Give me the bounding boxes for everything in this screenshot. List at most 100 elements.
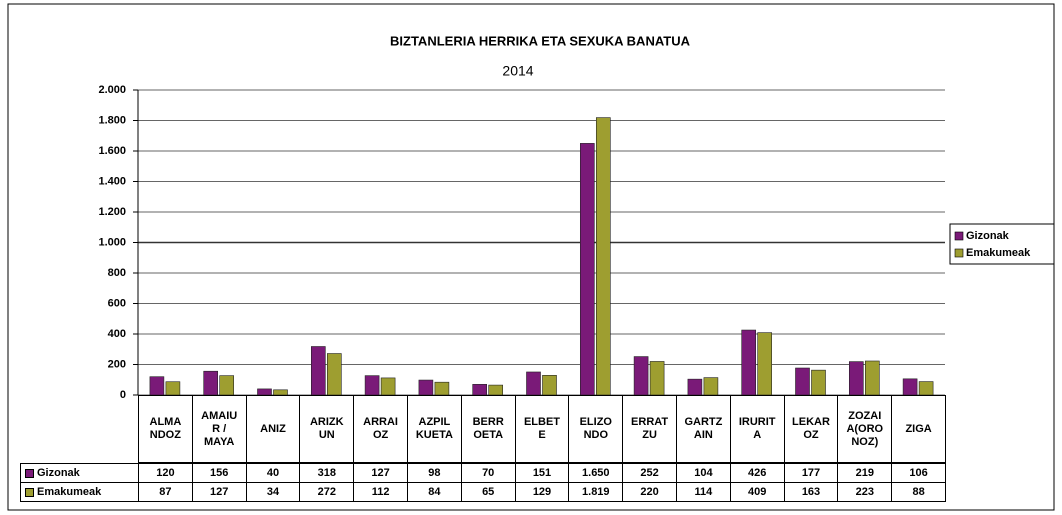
category-cell-text: AZPIL KUETA	[415, 416, 453, 441]
y-tick-label: 600	[108, 297, 126, 309]
category-cell: BERR OETA	[460, 395, 516, 463]
row-label: Gizonak	[20, 463, 139, 483]
bar	[848, 361, 864, 396]
data-cell: 88	[891, 482, 946, 502]
category-cell: AZPIL KUETA	[407, 395, 462, 463]
bar	[595, 117, 611, 396]
bar	[795, 367, 810, 396]
data-cell-text: 1.819	[582, 485, 610, 498]
data-cell-text: 1.650	[582, 466, 610, 479]
bar	[703, 377, 719, 396]
data-cell-text: 70	[482, 466, 495, 479]
legend-label: Emakumeak	[966, 247, 1031, 259]
data-cell: 156	[191, 463, 247, 483]
category-cell-text: ARRAI OZ	[363, 416, 398, 441]
bar	[579, 143, 595, 396]
data-cell-text: 177	[801, 466, 821, 479]
data-cell: 1.650	[568, 463, 624, 483]
data-cell: 40	[245, 463, 301, 483]
data-cell: 177	[783, 463, 839, 483]
data-cell-text: 223	[855, 485, 874, 498]
chart-subtitle: 2014	[502, 63, 533, 79]
data-cell: 272	[299, 482, 355, 502]
bar	[326, 353, 342, 396]
legend-swatch	[25, 468, 34, 478]
category-cell-text: ELBET E	[523, 416, 561, 441]
bar	[864, 360, 880, 396]
data-cell: 34	[245, 482, 301, 502]
y-tick-label: 200	[108, 358, 126, 370]
data-cell-text: 98	[428, 466, 441, 479]
category-cell-text: LEKAR OZ	[792, 416, 830, 441]
data-cell: 84	[407, 482, 462, 502]
data-cell-text: 151	[532, 466, 552, 479]
bar	[811, 369, 826, 396]
data-cell-text: 409	[748, 485, 767, 498]
bar	[434, 381, 450, 396]
category-cell: ELIZO NDO	[568, 395, 624, 463]
y-tick-label: 1.200	[98, 206, 126, 218]
legend-label: Gizonak	[966, 230, 1010, 242]
category-cell: ARRAI OZ	[353, 395, 408, 463]
data-cell: 120	[138, 463, 193, 483]
category-cell: ZOZAI A(ORO NOZ)	[837, 395, 893, 463]
data-cell: 1.819	[568, 482, 624, 502]
bar	[380, 377, 396, 396]
bar	[310, 346, 326, 396]
data-cell: 127	[191, 482, 247, 502]
y-tick-label: 1.800	[98, 114, 126, 126]
bar	[649, 361, 665, 396]
data-cell-text: 426	[748, 466, 767, 479]
data-cell: 106	[891, 463, 946, 483]
category-cell-text: IRURIT A	[738, 416, 776, 441]
category-cell-text: ELIZO NDO	[579, 416, 612, 441]
data-cell: 98	[407, 463, 462, 483]
bar	[542, 375, 557, 396]
data-cell: 426	[729, 463, 785, 483]
bar	[741, 329, 757, 396]
data-cell-text: 220	[640, 485, 659, 498]
data-cell-text: 114	[694, 485, 713, 498]
category-cell: GARTZ AIN	[676, 395, 731, 463]
data-cell: 219	[837, 463, 893, 483]
legend-swatch	[954, 231, 964, 241]
data-cell-text: 127	[371, 466, 390, 479]
data-cell-text: 104	[694, 466, 713, 479]
bar	[757, 332, 773, 396]
bar	[149, 376, 165, 396]
data-cell: 104	[676, 463, 731, 483]
data-cell-text: 318	[317, 466, 336, 479]
y-tick-label: 800	[108, 267, 126, 279]
row-label: Emakumeak	[20, 482, 139, 502]
data-cell-text: 88	[912, 485, 925, 498]
bar	[203, 370, 218, 396]
data-cell-text: 40	[266, 466, 280, 479]
data-cell-text: 34	[266, 485, 280, 498]
data-cell: 223	[837, 482, 893, 502]
data-cell-text: 252	[640, 466, 659, 479]
category-cell-text: ZOZAI A(ORO NOZ)	[846, 409, 884, 448]
data-cell-text: 219	[855, 466, 874, 479]
bar	[488, 384, 504, 396]
category-cell: ANIZ	[245, 395, 301, 463]
category-cell-text: GARTZ AIN	[684, 416, 723, 441]
bar	[526, 371, 541, 396]
bar	[633, 356, 649, 396]
chart-title: BIZTANLERIA HERRIKA ETA SEXUKA BANATUA	[390, 33, 691, 48]
category-cell: ALMA NDOZ	[138, 395, 193, 463]
category-cell: AMAIU R / MAYA	[191, 395, 247, 463]
data-cell: 65	[460, 482, 516, 502]
data-cell: 318	[299, 463, 355, 483]
bar	[472, 384, 488, 396]
category-cell: ERRAT ZU	[622, 395, 677, 463]
bar	[219, 375, 234, 396]
data-cell: 252	[622, 463, 677, 483]
data-cell-text: 112	[371, 485, 390, 498]
category-cell: IRURIT A	[729, 395, 785, 463]
data-cell: 127	[353, 463, 408, 483]
data-cell-text: 129	[532, 485, 552, 498]
data-cell-text: 106	[909, 466, 928, 479]
category-cell-text: ZIGA	[905, 422, 932, 435]
category-cell-text: ALMA NDOZ	[149, 416, 182, 441]
